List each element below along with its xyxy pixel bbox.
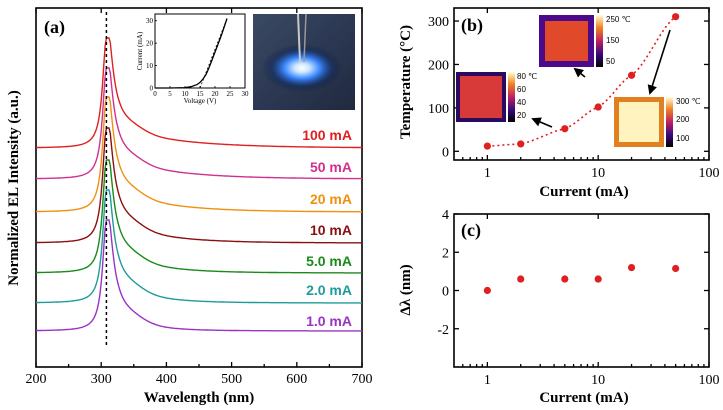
- thermal-map-5ma: 80 ℃ 60 40 20: [456, 72, 537, 122]
- panel-c-label: (c): [461, 220, 481, 241]
- panel-a: (a) Wavelength (nm) Normalized EL Intens…: [6, 7, 373, 406]
- x-tick-label: 700: [352, 372, 373, 387]
- iv-y-tick-label: 30: [146, 17, 154, 25]
- device-photo: [253, 13, 355, 110]
- colorbar-tick: 200: [676, 115, 690, 124]
- iv-x-tick-label: 15: [197, 90, 205, 98]
- colorbar-tick: 100: [676, 134, 690, 143]
- iv-x-tick-label: 5: [168, 90, 172, 98]
- data-point: [672, 13, 680, 21]
- y-tick-label: 4: [442, 208, 449, 223]
- x-tick-label: 10: [591, 166, 605, 181]
- data-point: [561, 275, 569, 283]
- x-tick-label: 10: [591, 373, 605, 388]
- spectrum-line-10-mA: [36, 127, 362, 244]
- series-label: 10 mA: [310, 222, 352, 238]
- iv-inset-frame: [154, 13, 246, 89]
- iv-x-tick-label: 20: [212, 90, 220, 98]
- panel-c: (c) Current (mA) Δλ (nm) 1 10 100 4 2 0 -2: [398, 208, 720, 406]
- x-tick-label: 1: [484, 373, 491, 388]
- x-tick-label: 600: [286, 372, 307, 387]
- spectrum-line-50-mA: [36, 67, 363, 180]
- y-tick-label: 0: [442, 145, 449, 160]
- panel-c-ylabel: Δλ (nm): [398, 264, 414, 315]
- spectrum-line-2-0-mA: [36, 189, 362, 304]
- panel-c-xlabel: Current (mA): [539, 390, 628, 406]
- panel-b: (b) Current (mA) Temperature (°C) 1 10 100…: [398, 7, 720, 200]
- iv-xlabel: Voltage (V): [184, 97, 217, 105]
- arrow-20ma: [573, 67, 586, 78]
- colorbar-tick: 40: [517, 98, 526, 107]
- colorbar-tick: 150: [606, 36, 620, 45]
- panel-a-ylabel: Normalized EL Intensity (a.u.): [6, 90, 22, 285]
- x-tick-label: 1: [484, 166, 491, 181]
- data-point: [594, 275, 602, 283]
- y-tick-label: 100: [428, 102, 449, 117]
- series-label: 1.0 mA: [306, 313, 352, 329]
- colorbar-tick: 300 ℃: [676, 97, 701, 106]
- y-tick-label: 200: [428, 58, 449, 73]
- arrow-50ma: [647, 29, 671, 95]
- iv-x-tick-label: 25: [227, 90, 235, 98]
- data-point: [517, 140, 525, 148]
- data-point: [517, 275, 525, 283]
- data-point: [561, 125, 569, 133]
- thermal-map-50ma: 300 ℃ 200 100: [614, 97, 701, 147]
- panel-b-ylabel: Temperature (°C): [398, 25, 414, 139]
- panel-a-label: (a): [44, 17, 65, 38]
- thermal-map-20ma: 250 ℃ 150 50: [539, 15, 631, 67]
- x-tick-label: 300: [91, 372, 112, 387]
- colorbar-tick: 20: [517, 111, 526, 120]
- y-tick-label: -2: [437, 323, 449, 338]
- series-label: 2.0 mA: [306, 282, 352, 298]
- x-tick-label: 200: [26, 372, 47, 387]
- iv-curve: [155, 18, 228, 89]
- y-tick-label: 2: [442, 246, 449, 261]
- data-point: [627, 263, 636, 272]
- series-label: 20 mA: [310, 191, 352, 207]
- x-tick-label: 100: [699, 373, 720, 388]
- colorbar-tick: 80 ℃: [517, 72, 537, 81]
- spectrum-line-5-0-mA: [36, 159, 362, 274]
- data-point: [672, 264, 680, 273]
- iv-y-tick-label: 20: [146, 40, 154, 48]
- iv-ylabel: Current (mA): [136, 31, 144, 70]
- spectrum-line-20-mA: [36, 96, 362, 213]
- spectrum-line-1-0-mA: [36, 219, 362, 332]
- data-point: [483, 286, 491, 295]
- iv-x-tick-label: 0: [153, 90, 157, 98]
- iv-x-tick-label: 30: [242, 90, 250, 98]
- y-tick-label: 300: [428, 15, 449, 30]
- series-label: 100 mA: [302, 127, 352, 143]
- panel-a-xlabel: Wavelength (nm): [144, 390, 254, 406]
- x-tick-label: 500: [221, 372, 242, 387]
- series-label: 5.0 mA: [306, 253, 352, 269]
- series-label: 50 mA: [310, 159, 352, 175]
- spectrum-line-100-mA: [36, 37, 362, 149]
- panel-c-frame: [453, 213, 710, 368]
- colorbar-tick: 60: [517, 85, 526, 94]
- data-point: [594, 103, 602, 111]
- iv-y-tick-label: 0: [150, 85, 154, 93]
- iv-y-tick-label: 10: [146, 62, 154, 70]
- colorbar-tick: 50: [606, 57, 615, 66]
- iv-x-tick-label: 10: [182, 90, 190, 98]
- x-tick-label: 100: [699, 166, 720, 181]
- iv-inset: 0 5 10 15 20 25 30 0 10 20 30 Voltage (V) Current …: [136, 13, 250, 105]
- arrow-5ma: [531, 117, 553, 128]
- x-tick-label: 400: [156, 372, 177, 387]
- data-point: [627, 71, 636, 79]
- panel-b-xlabel: Current (mA): [539, 184, 628, 200]
- y-tick-label: 0: [442, 285, 449, 300]
- iv-fit-line: [199, 18, 228, 89]
- data-point: [483, 142, 491, 150]
- colorbar-tick: 250 ℃: [606, 15, 631, 24]
- panel-b-label: (b): [461, 15, 483, 36]
